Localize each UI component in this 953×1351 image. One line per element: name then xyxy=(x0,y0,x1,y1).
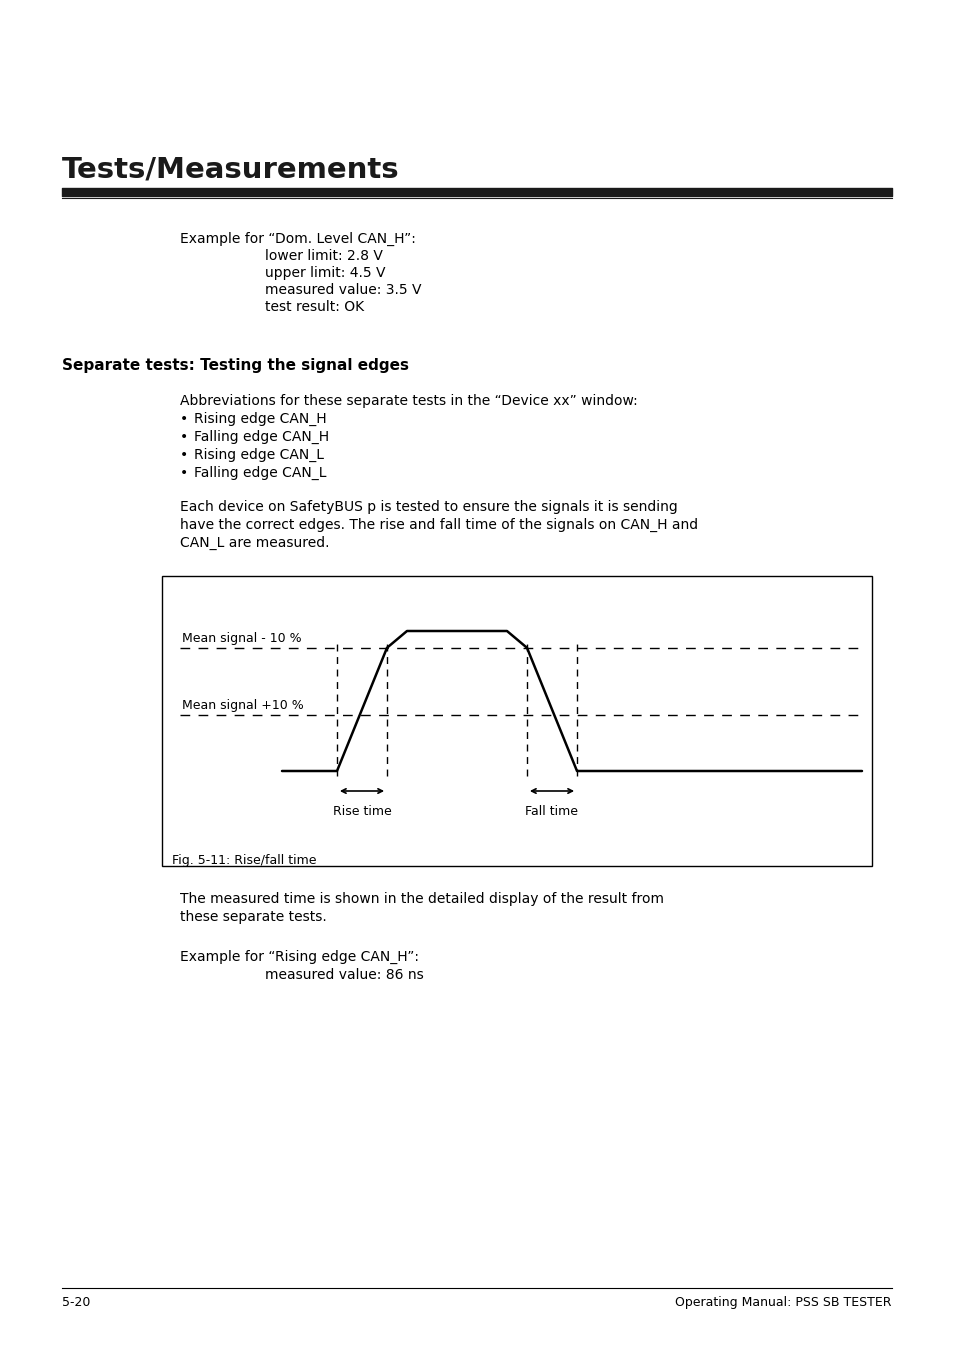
Text: Separate tests: Testing the signal edges: Separate tests: Testing the signal edges xyxy=(62,358,409,373)
Text: Each device on SafetyBUS p is tested to ensure the signals it is sending: Each device on SafetyBUS p is tested to … xyxy=(180,500,677,513)
Text: Operating Manual: PSS SB TESTER: Operating Manual: PSS SB TESTER xyxy=(675,1296,891,1309)
Text: measured value: 86 ns: measured value: 86 ns xyxy=(265,969,423,982)
Text: 5-20: 5-20 xyxy=(62,1296,91,1309)
Text: •: • xyxy=(180,449,188,462)
Text: •: • xyxy=(180,430,188,444)
Text: Example for “Rising edge CAN_H”:: Example for “Rising edge CAN_H”: xyxy=(180,950,418,965)
Text: Rising edge CAN_L: Rising edge CAN_L xyxy=(193,449,324,462)
Text: Abbreviations for these separate tests in the “Device xx” window:: Abbreviations for these separate tests i… xyxy=(180,394,638,408)
Text: upper limit: 4.5 V: upper limit: 4.5 V xyxy=(265,266,385,280)
Text: Mean signal +10 %: Mean signal +10 % xyxy=(182,698,303,712)
Text: lower limit: 2.8 V: lower limit: 2.8 V xyxy=(265,249,382,263)
Text: these separate tests.: these separate tests. xyxy=(180,911,327,924)
Text: Falling edge CAN_H: Falling edge CAN_H xyxy=(193,430,329,444)
Text: Rise time: Rise time xyxy=(333,805,391,817)
Text: Example for “Dom. Level CAN_H”:: Example for “Dom. Level CAN_H”: xyxy=(180,232,416,246)
Text: Rising edge CAN_H: Rising edge CAN_H xyxy=(193,412,326,426)
Text: test result: OK: test result: OK xyxy=(265,300,364,313)
Text: Tests/Measurements: Tests/Measurements xyxy=(62,155,399,182)
Text: Mean signal - 10 %: Mean signal - 10 % xyxy=(182,632,301,644)
Text: have the correct edges. The rise and fall time of the signals on CAN_H and: have the correct edges. The rise and fal… xyxy=(180,517,698,532)
FancyBboxPatch shape xyxy=(162,576,871,866)
Text: Fig. 5-11: Rise/fall time: Fig. 5-11: Rise/fall time xyxy=(172,854,316,867)
Text: •: • xyxy=(180,466,188,480)
Text: Falling edge CAN_L: Falling edge CAN_L xyxy=(193,466,326,480)
Text: CAN_L are measured.: CAN_L are measured. xyxy=(180,536,329,550)
Text: •: • xyxy=(180,412,188,426)
Text: Fall time: Fall time xyxy=(525,805,578,817)
Text: The measured time is shown in the detailed display of the result from: The measured time is shown in the detail… xyxy=(180,892,663,907)
Text: measured value: 3.5 V: measured value: 3.5 V xyxy=(265,282,421,297)
